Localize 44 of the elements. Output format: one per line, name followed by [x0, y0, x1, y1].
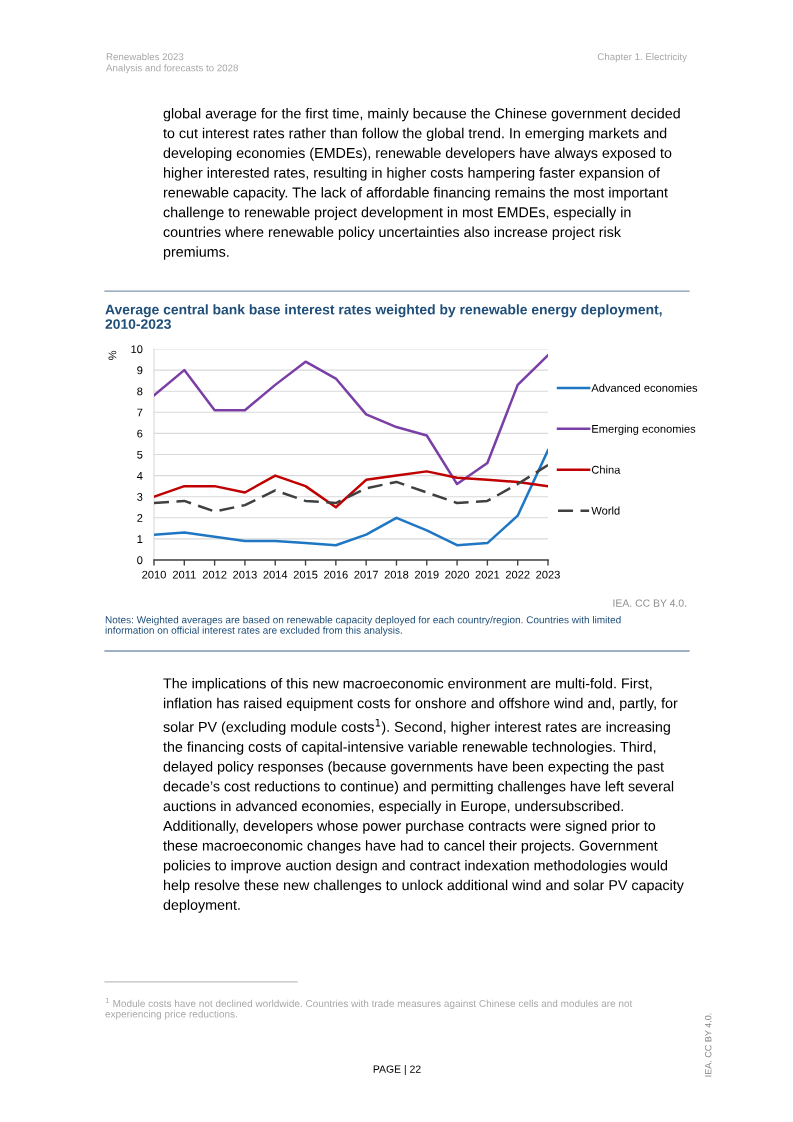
x-tick-label: 2019 [414, 570, 439, 579]
x-tick-label: 2011 [172, 570, 196, 579]
x-tick-label: 2016 [324, 570, 348, 579]
y-tick-label: 5 [137, 450, 143, 459]
text: Chapter 1. Electricity [597, 53, 687, 63]
chart-title: Average central bank base interest rates weighted by renewable energy deployment, 2010-2023 [105, 304, 662, 330]
line-series [154, 470, 548, 509]
legend-label: World [591, 506, 620, 515]
x-tick-label: 2012 [202, 570, 227, 579]
text: global average for the first time, mainly because the Chinese government decided to cut interest rates rather than follow the global trend. In emerging markets and developing economies (EMDEs), renewable developers have always exposed to higher interested rates, resulting in higher costs hampering faster expansion of renewable capacity. The lack of affordable financing remains the most important challenge to renewable project development in most EMDEs, especially in countries where renewable policy uncertainties also increase project risk premiums. [163, 108, 680, 260]
x-tick-label: 2021 [475, 570, 500, 579]
y-tick-label: 0 [137, 556, 143, 565]
y-tick-label: 3 [137, 492, 143, 501]
x-tick-label: 2013 [233, 570, 257, 579]
text: The implications of this new macroeconomic environment are multi-fold. First, inflation has raised equipment costs for onshore and offshore wind and, partly, for solar PV (excluding module costs$^{1}$). Second, higher interest rates are increasing the financing costs of capital-intensive variable renewable technologies. Third, delayed policy responses (because governments have been expecting the past decade’s cost reductions to continue) and permitting challenges have left several auctions in advanced economies, especially in Europe, undersubscribed. Additionally, developers whose power purchase contracts were signed prior to these macroeconomic changes have had to cancel their projects. Government policies to improve auction design and contract indexation methodologies would help resolve these new challenges to unlock additional wind and solar PV capacity deployment. [163, 678, 684, 913]
line-series [154, 463, 548, 513]
x-tick-label: 2023 [536, 570, 560, 579]
legend-label: Advanced economies [591, 383, 698, 392]
y-tick-label: 8 [137, 387, 143, 396]
line-series [154, 354, 548, 486]
y-tick-label: 6 [137, 429, 143, 438]
y-tick-label: 4 [136, 471, 143, 480]
text: IEA. CC BY 4.0. [613, 599, 687, 607]
legend-label: Emerging economies [592, 424, 696, 435]
text: Notes: Weighted averages are based on renewable capacity deployed for each country/region. Countries with limited information on official interest rates are excluded from this analysis. [105, 616, 621, 636]
text: PAGE | 22 [373, 1065, 421, 1075]
x-tick-label: 2017 [354, 570, 378, 579]
y-tick-label: 7 [137, 408, 143, 417]
text: IEA. CC BY 4.0. [705, 1013, 712, 1077]
x-tick-label: 2014 [263, 570, 288, 579]
x-tick-label: 2015 [293, 570, 318, 579]
x-tick-label: 2020 [445, 570, 469, 579]
y-tick-label: 1 [137, 535, 143, 543]
x-tick-label: 2018 [384, 570, 409, 579]
text: Renewables 2023 Analysis and forecasts to 2028 [106, 53, 238, 74]
y-tick-label: 9 [137, 366, 143, 375]
y-axis-title: % [108, 350, 117, 360]
line-series [154, 449, 548, 547]
legend-label: China [591, 465, 621, 474]
x-tick-label: 2010 [142, 570, 166, 579]
text: $^{1}$ Module costs have not declined worldwide. Countries with trade measures against Chinese cells and modules are not experiencing price reductions. [105, 998, 633, 1020]
x-tick-label: 2022 [505, 570, 530, 579]
y-tick-label: 2 [137, 514, 143, 522]
y-tick-label: 10 [131, 345, 143, 354]
